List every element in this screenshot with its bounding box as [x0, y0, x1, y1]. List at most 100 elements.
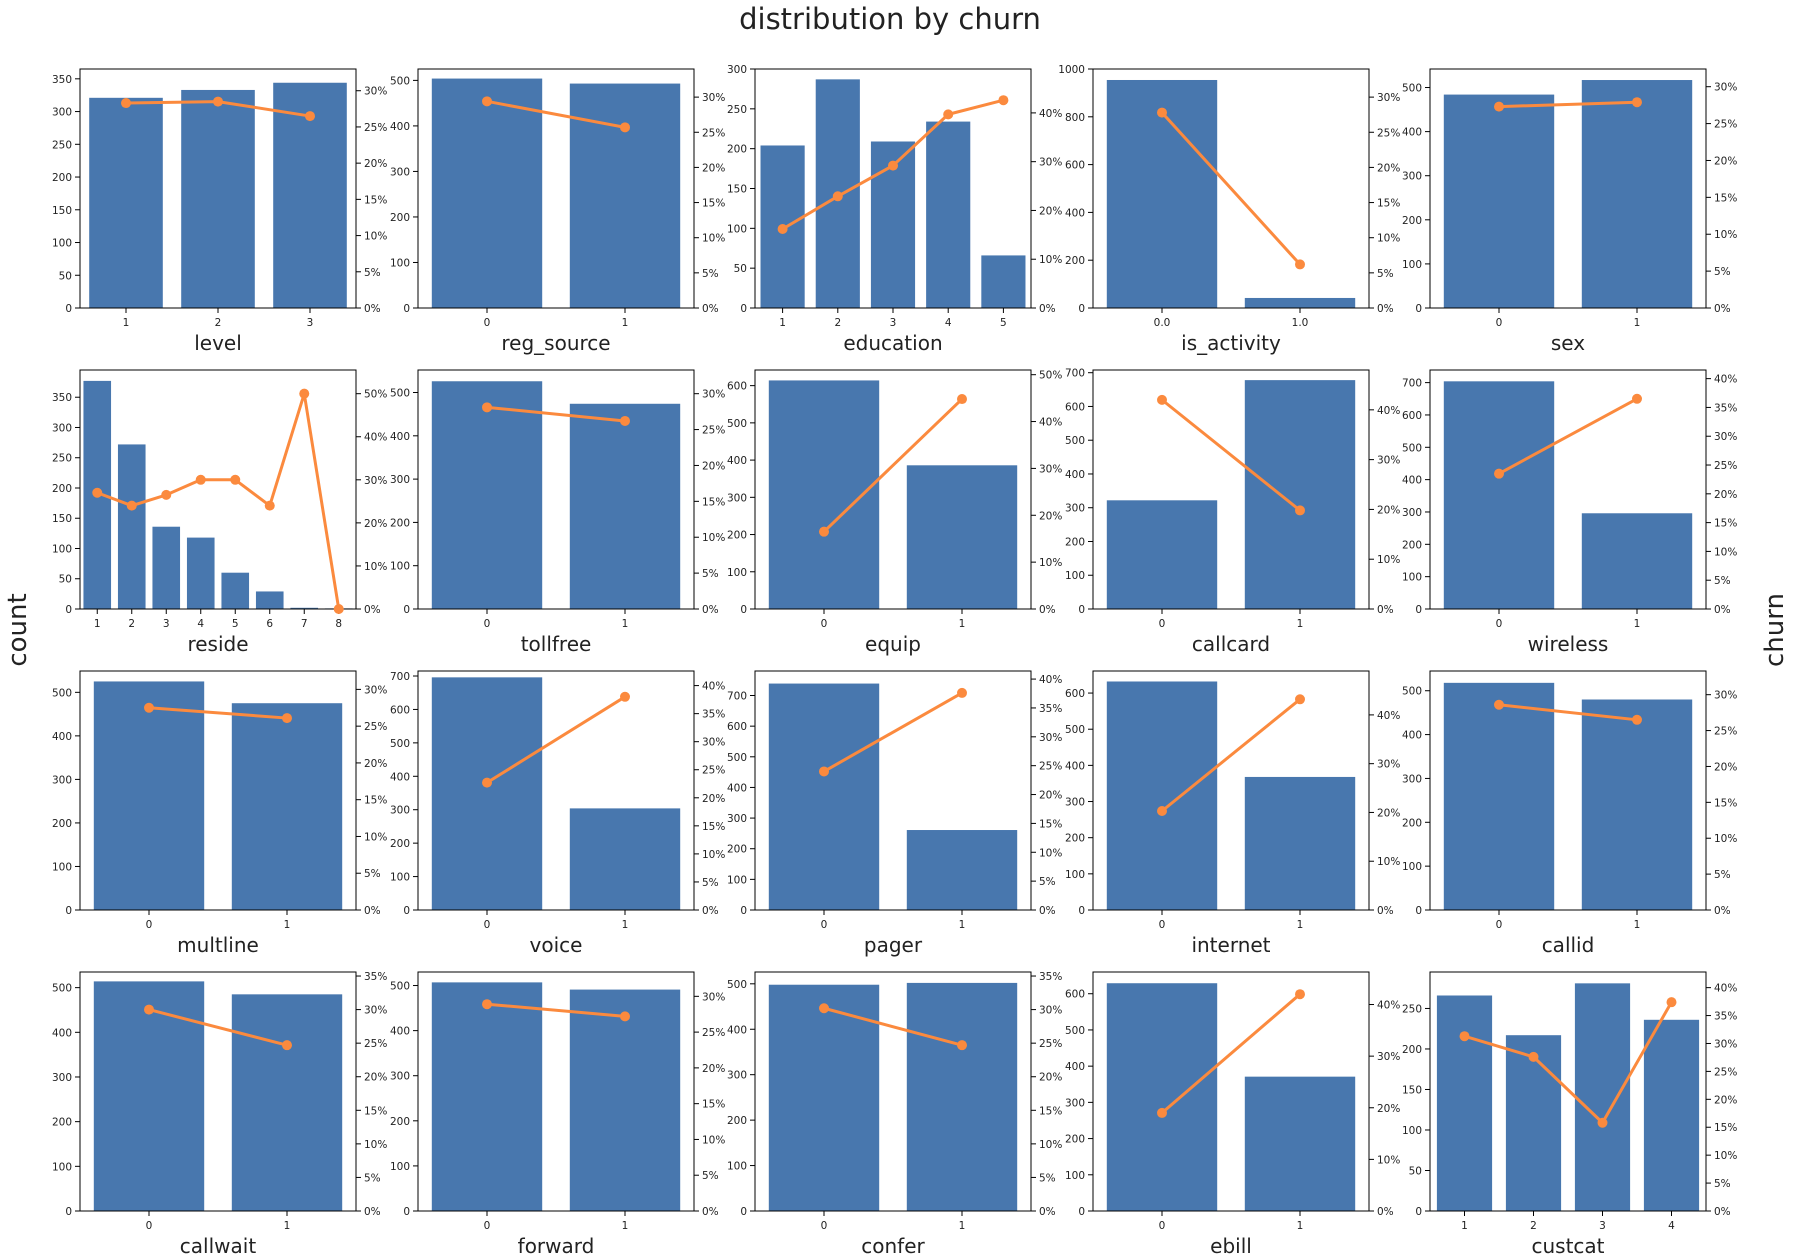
y2-tick-label: 10% [1377, 1154, 1400, 1166]
y2-tick-label: 5% [1377, 268, 1394, 280]
y2-tick-label: 30% [702, 737, 725, 749]
y2-tick-label: 15% [702, 496, 725, 508]
y2-tick-label: 5% [364, 267, 381, 279]
churn-point-confer-0 [819, 1003, 829, 1014]
y-tick-label: 50 [1409, 1165, 1422, 1177]
chart-panel-equip: 0 100 200 300 400 500 600 0% 10% 20% 30% 40% 50% 0 1 eq… [727, 369, 1062, 656]
y2-tick-label: 30% [1714, 690, 1737, 702]
y2-tick-label: 0% [1377, 303, 1394, 315]
churn-line-callwait [148, 1008, 288, 1047]
plot-frame [1092, 670, 1370, 911]
y-tick-label: 100 [1065, 1170, 1085, 1182]
y-tick-label: 500 [1402, 442, 1422, 454]
x-tick-label: 4 [1668, 1220, 1675, 1232]
churn-point-voice-0 [482, 777, 492, 788]
churn-line-ebill [1161, 993, 1301, 1115]
y-tick-label: 100 [1402, 861, 1422, 873]
churn-point-sex-1 [1632, 97, 1642, 108]
churn-line-wireless [1498, 397, 1638, 475]
y2-tick-label: 25% [702, 1027, 725, 1039]
y2-tick-label: 0% [364, 303, 381, 315]
y2-tick-label: 0% [702, 604, 719, 616]
chart-panel-internet: 0 100 200 300 400 500 600 0% 10% 20% 30% 40% 0 1 inter… [1065, 670, 1400, 957]
y-tick-label: 0 [1078, 905, 1085, 917]
x-tick-label: 4 [945, 317, 952, 329]
y2-tick-label: 20% [364, 158, 387, 170]
x-tick-label: 1 [1634, 317, 1641, 329]
churn-line-callid [1498, 703, 1638, 722]
y2-tick-label: 50% [1039, 370, 1062, 382]
bar-equip-1 [906, 465, 1018, 609]
churn-point-multline-1 [282, 713, 292, 724]
x-axis-label: confer [861, 1234, 925, 1257]
chart-panel-callwait: 0 100 200 300 400 500 0% 5% 10% 15% 20% 25% 30% 35% 0 1… [52, 971, 387, 1257]
y2-tick-label: 40% [702, 681, 725, 693]
plot-frame [1092, 971, 1370, 1212]
churn-point-wireless-1 [1632, 393, 1642, 404]
y-tick-label: 300 [727, 1070, 747, 1082]
churn-point-reg_source-1 [620, 122, 630, 133]
x-tick-label: 2 [834, 317, 841, 329]
churn-point-custcat-2 [1528, 1051, 1539, 1062]
y2-tick-label: 20% [702, 793, 725, 805]
chart-panel-tollfree: 0 100 200 300 400 500 0% 5% 10% 15% 20% 25% 30% 0 1 tol… [390, 369, 725, 656]
churn-point-is_activity-0.0 [1157, 107, 1167, 118]
y2-tick-label: 40% [1039, 674, 1062, 686]
chart-panel-multline: 0 100 200 300 400 500 0% 5% 10% 15% 20% 25% 30% 0 1 mul… [52, 670, 387, 957]
y-tick-label: 200 [390, 517, 410, 529]
y2-tick-label: 35% [364, 971, 387, 983]
y-tick-label: 400 [1065, 760, 1085, 772]
y-tick-label: 0 [403, 1206, 410, 1218]
y2-tick-label: 20% [364, 758, 387, 770]
plot-frame [417, 670, 695, 911]
bar-confer-0 [768, 984, 880, 1211]
y2-tick-label: 40% [1377, 405, 1400, 417]
churn-line-custcat [1464, 1001, 1673, 1125]
chart-panel-voice: 0 100 200 300 400 500 600 700 0% 5% 10% 15% 20% 25% 30… [390, 670, 725, 957]
figure-title: distribution by churn [739, 2, 1041, 36]
y-tick-label: 300 [52, 1072, 72, 1084]
y-tick-label: 0 [1078, 604, 1085, 616]
churn-point-reside-6 [264, 500, 275, 511]
y-tick-label: 200 [390, 838, 410, 850]
y2-tick-label: 20% [1377, 504, 1400, 516]
y-tick-label: 300 [727, 64, 747, 76]
bar-wireless-1 [1581, 513, 1693, 609]
plot-frame [1429, 971, 1707, 1212]
churn-line-forward [486, 1002, 626, 1018]
y2-tick-label: 0% [1377, 905, 1394, 917]
y2-tick-label: 25% [702, 765, 725, 777]
y-tick-label: 300 [390, 474, 410, 486]
y2-tick-label: 20% [364, 1072, 387, 1084]
churn-point-reside-7 [299, 388, 310, 399]
y-tick-label: 500 [390, 738, 410, 750]
chart-panel-reside: 0 50 100 150 200 250 300 350 0% 10% 20% 30% 40% 50% 1 2… [52, 369, 387, 656]
bar-callwait-0 [93, 981, 205, 1211]
churn-point-callwait-1 [282, 1040, 292, 1051]
x-tick-label: 4 [197, 618, 204, 630]
x-tick-label: 2 [1530, 1220, 1537, 1232]
bar-multline-0 [93, 681, 205, 910]
y-tick-label: 600 [727, 381, 747, 393]
chart-panel-confer: 0 100 200 300 400 500 0% 5% 10% 15% 20% 25% 30% 35% 0 1… [727, 971, 1062, 1257]
y-tick-label: 200 [1065, 255, 1085, 267]
y-tick-label: 200 [390, 212, 410, 224]
y2-tick-label: 10% [1714, 1150, 1737, 1162]
y-tick-label: 600 [1065, 688, 1085, 700]
y-tick-label: 0 [1415, 1206, 1422, 1218]
y-tick-label: 200 [1065, 833, 1085, 845]
churn-point-voice-1 [620, 691, 630, 702]
churn-point-education-3 [888, 160, 898, 171]
x-tick-label: 7 [301, 618, 308, 630]
x-tick-label: 1 [1297, 618, 1304, 630]
y-tick-label: 500 [390, 981, 410, 993]
churn-line-sex [1498, 100, 1638, 109]
y2-tick-label: 30% [702, 991, 725, 1003]
y-tick-label: 100 [1065, 869, 1085, 881]
y-tick-label: 200 [1402, 1044, 1422, 1056]
y2-tick-label: 30% [1039, 732, 1062, 744]
y2-tick-label: 20% [702, 162, 725, 174]
figure-left-label: count [3, 593, 33, 666]
y-tick-label: 400 [390, 1026, 410, 1038]
churn-point-equip-0 [819, 526, 829, 537]
